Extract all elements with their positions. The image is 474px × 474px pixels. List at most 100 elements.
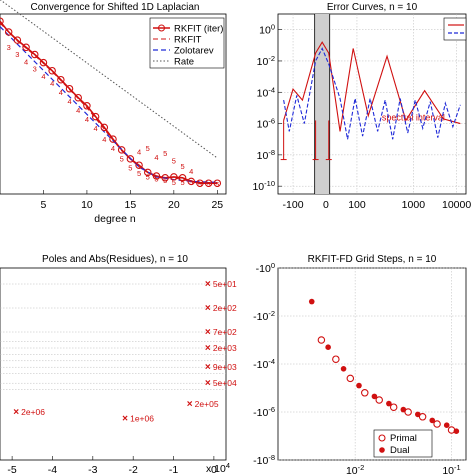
point-rkfit-iter [22, 43, 30, 52]
residue-label: 2e+06 [21, 407, 45, 417]
series-line-2 [0, 26, 218, 183]
iteration-label: 5 [172, 178, 176, 187]
y-tick-label-steps: -10-8 [253, 453, 275, 467]
x-multiplier-poles: x 104 [206, 461, 230, 474]
point-dual [325, 344, 331, 351]
point-rkfit-iter [196, 179, 204, 187]
y-tick-label-error: 10-6 [257, 117, 275, 131]
series-line-0 [0, 20, 218, 184]
y-tick-label-error: 10-10 [252, 179, 275, 193]
legend-marker-0 [158, 24, 165, 32]
point-rkfit-iter [0, 17, 4, 25]
iteration-label: 4 [76, 106, 80, 115]
x-tick-label-convergence: 15 [125, 199, 137, 211]
iteration-label: 4 [24, 57, 28, 66]
x-tick-label-error: -100 [283, 199, 304, 211]
iteration-label: 5 [154, 174, 158, 183]
point-dual [356, 382, 362, 389]
x-tick-label-steps: 10-2 [346, 463, 364, 474]
legend-label-dual: Dual [390, 445, 410, 456]
y-tick-label-steps: -10-2 [253, 309, 275, 323]
point-primal [433, 420, 441, 428]
point-dual [453, 428, 460, 435]
point-primal [317, 336, 326, 344]
legend-label-2: Zolotarev [174, 46, 214, 57]
error-series-1 [283, 47, 461, 140]
title-poles: Poles and Abs(Residues), n = 10 [42, 254, 188, 265]
legend-marker-primal [378, 434, 386, 442]
panel-error-curves [277, 13, 467, 195]
title-error: Error Curves, n = 10 [327, 2, 418, 13]
panel-convergence [0, 13, 227, 195]
point-rkfit-iter [117, 146, 126, 154]
residue-label: 7e+02 [213, 327, 237, 337]
point-rkfit-iter [100, 123, 109, 132]
point-rkfit-iter [161, 174, 169, 182]
point-dual [443, 422, 450, 429]
point-dual [340, 366, 347, 372]
iteration-label: 5 [207, 180, 211, 189]
panel-poles [0, 267, 227, 461]
iteration-label: 5 [198, 180, 202, 189]
iteration-label: 4 [102, 135, 106, 144]
axes-frame-convergence [0, 13, 227, 195]
iteration-label: 4 [59, 88, 63, 97]
pole-marker: × [122, 413, 128, 424]
legend-box-convergence [149, 17, 225, 69]
iteration-label-extra: 5 [172, 156, 176, 165]
point-primal [389, 403, 398, 411]
xlabel-convergence: degree n [94, 213, 136, 225]
iteration-label: 5 [180, 178, 184, 187]
point-primal [361, 389, 369, 397]
x-tick-label-error: 0 [323, 199, 329, 211]
point-rkfit-iter [57, 75, 65, 84]
pole-marker: × [13, 407, 19, 418]
iteration-label: 4 [85, 115, 89, 124]
y-tick-label-error: 100 [259, 23, 275, 37]
iteration-label: 5 [163, 176, 167, 185]
y-tick-label-steps: -100 [256, 261, 275, 275]
point-dual [429, 417, 436, 424]
point-rkfit-iter [65, 84, 74, 93]
plot-grid: -10-8 -10-6 -10-4 -10-2 -100 10-2 10-1 PrimalDu… [253, 261, 466, 474]
pole-marker: × [187, 399, 193, 410]
axes-frame-error [277, 13, 467, 195]
x-tick-label-error: 10000 [442, 199, 471, 211]
title-convergence: Convergence for Shifted 1D Laplacian [31, 2, 200, 13]
point-dual [371, 393, 378, 400]
iteration-label-extra: 4 [189, 167, 193, 176]
iteration-label: 4 [67, 97, 71, 106]
y-tick-label-error: 10-2 [257, 54, 275, 68]
x-tick-label-error: 1000 [402, 199, 426, 211]
iteration-label-extra: 5 [146, 144, 150, 153]
point-primal [418, 413, 427, 421]
point-dual [414, 411, 421, 418]
residue-label: 5e+01 [213, 279, 237, 289]
point-rkfit-iter [135, 161, 143, 169]
iteration-label: 3 [7, 43, 11, 52]
iteration-label-extra: 5 [180, 162, 184, 171]
legend-box-error [443, 17, 467, 41]
point-rkfit-iter [13, 36, 22, 44]
legend-marker-dual [379, 447, 385, 453]
iteration-label: 4 [94, 124, 98, 133]
residue-label: 1e+06 [130, 413, 154, 423]
point-rkfit-iter [109, 135, 117, 143]
point-rkfit-iter [187, 177, 195, 186]
plot-error: 100 10-2 10-4 10-6 10-8 10-10 -100 0 100 1000 1000… [252, 14, 471, 211]
pole-marker: × [205, 362, 211, 373]
point-rkfit-iter [170, 173, 178, 181]
point-rkfit-iter [213, 179, 222, 187]
iteration-label: 5 [146, 173, 150, 182]
x-tick-label-poles: -3 [88, 464, 97, 474]
iteration-label: 5 [120, 155, 124, 164]
pole-marker: × [205, 327, 211, 338]
point-rkfit-iter [144, 168, 152, 177]
residue-label: 2e+03 [213, 343, 237, 353]
point-rkfit-iter [126, 155, 135, 163]
y-tick-label-steps: -10-6 [253, 405, 275, 419]
point-rkfit-iter [4, 28, 13, 36]
point-primal [375, 396, 383, 404]
pole-marker: × [205, 378, 211, 389]
